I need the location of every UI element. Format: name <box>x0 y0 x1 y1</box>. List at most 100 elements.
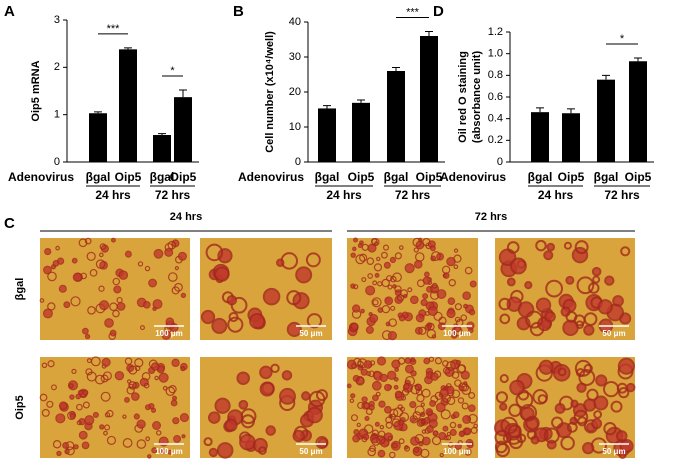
cell <box>371 237 380 247</box>
cell <box>398 438 405 445</box>
cell <box>167 240 177 250</box>
cell <box>595 374 608 387</box>
cell <box>463 381 468 386</box>
cell <box>362 433 370 441</box>
cell <box>47 271 57 282</box>
cell <box>381 278 390 288</box>
cell <box>174 266 179 271</box>
cell <box>308 390 326 408</box>
cell <box>214 397 231 414</box>
cell <box>359 253 368 262</box>
cell <box>427 410 433 416</box>
cell <box>350 414 359 422</box>
cell <box>113 285 122 294</box>
cell <box>383 383 392 392</box>
cell <box>551 416 564 429</box>
x-tick-label: βgal <box>528 170 553 184</box>
cell <box>139 325 145 331</box>
cell <box>227 316 244 333</box>
y-tick-label: 20 <box>289 86 301 98</box>
cell <box>453 254 462 263</box>
micrograph: 100 μm <box>346 356 478 459</box>
cell <box>366 257 375 265</box>
y-tick-label: 0.4 <box>488 113 503 125</box>
cell <box>376 356 387 366</box>
cell <box>357 360 364 368</box>
error-bar <box>634 57 642 62</box>
cell <box>137 261 144 267</box>
cell <box>270 363 280 374</box>
cell <box>535 297 552 313</box>
cell <box>463 303 469 309</box>
cell <box>64 448 70 455</box>
cell <box>365 325 374 334</box>
cell <box>87 305 96 315</box>
cell <box>71 257 78 264</box>
cell <box>372 280 378 286</box>
cell <box>55 413 66 424</box>
cell <box>438 393 444 398</box>
cell <box>526 429 537 440</box>
cell <box>394 367 399 372</box>
cell <box>143 300 151 309</box>
cell <box>95 259 106 269</box>
cell <box>258 446 267 455</box>
cell <box>200 309 216 325</box>
cell <box>99 252 104 258</box>
cell <box>387 284 393 290</box>
cell <box>171 286 180 295</box>
cell <box>363 402 371 410</box>
cell <box>78 418 86 426</box>
cell <box>461 402 469 410</box>
cell <box>452 411 460 419</box>
cell <box>576 276 595 295</box>
cell <box>99 424 105 430</box>
y-tick-label: 40 <box>289 16 301 28</box>
x-axis-title: Adenovirus <box>238 170 304 184</box>
cell <box>238 399 249 410</box>
cell <box>55 245 60 251</box>
cell <box>128 381 137 390</box>
cell <box>349 398 355 404</box>
cell <box>495 391 509 404</box>
y-tick-label: 0.6 <box>488 91 503 103</box>
cell <box>167 272 178 282</box>
cell <box>626 382 636 393</box>
cell <box>562 319 579 337</box>
cell <box>397 357 406 365</box>
cell <box>445 434 452 441</box>
x-tick-label: Oip5 <box>625 170 652 184</box>
cell <box>56 450 62 457</box>
cell <box>411 417 416 423</box>
y-tick-label: 0 <box>497 156 503 168</box>
cell <box>134 365 141 372</box>
cell <box>128 365 138 375</box>
cell <box>371 380 382 391</box>
cell <box>394 252 402 260</box>
cell <box>122 414 127 419</box>
cell <box>389 413 397 420</box>
cell <box>428 356 435 362</box>
error-bar <box>179 89 187 98</box>
cell <box>39 393 48 402</box>
cell <box>363 424 374 434</box>
cell <box>364 415 370 421</box>
scale-bar-label: 100 μm <box>155 329 183 338</box>
cell <box>499 374 509 384</box>
cell <box>438 431 447 441</box>
x-tick-label: βgal <box>594 170 619 184</box>
cell <box>457 423 462 429</box>
cell <box>509 379 525 396</box>
y-tick-label: 30 <box>289 51 301 63</box>
x-tick-label: βgal <box>86 170 111 184</box>
cell <box>447 441 454 448</box>
cell <box>373 263 383 272</box>
panel-label: C <box>4 215 15 232</box>
cell <box>106 435 117 445</box>
cell <box>442 366 451 375</box>
cell <box>409 401 417 409</box>
cell <box>545 279 563 298</box>
cell <box>292 292 310 310</box>
cell <box>415 313 425 323</box>
cell <box>58 284 67 293</box>
